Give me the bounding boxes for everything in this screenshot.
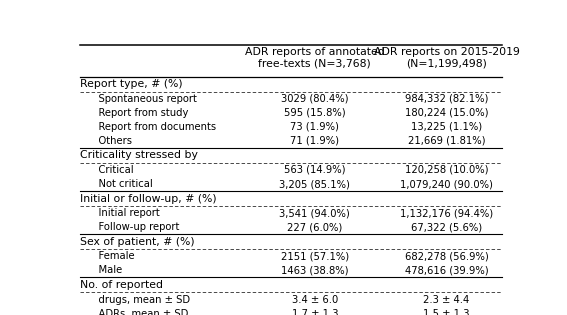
Text: 13,225 (1.1%): 13,225 (1.1%) [411, 122, 482, 132]
Text: Follow-up report: Follow-up report [86, 222, 180, 232]
Text: ADR reports of annotated: ADR reports of annotated [245, 47, 384, 57]
Text: 984,332 (82.1%): 984,332 (82.1%) [405, 94, 488, 104]
Text: Report from documents: Report from documents [86, 122, 217, 132]
Text: 2.3 ± 4.4: 2.3 ± 4.4 [424, 295, 469, 305]
Text: 1.7 ± 1.3: 1.7 ± 1.3 [291, 309, 338, 315]
Text: (N=1,199,498): (N=1,199,498) [406, 58, 487, 68]
Text: 1463 (38.8%): 1463 (38.8%) [281, 266, 349, 275]
Text: 3,541 (94.0%): 3,541 (94.0%) [280, 208, 350, 218]
Text: ADR reports on 2015-2019: ADR reports on 2015-2019 [374, 47, 519, 57]
Text: 478,616 (39.9%): 478,616 (39.9%) [405, 266, 488, 275]
Text: 21,669 (1.81%): 21,669 (1.81%) [408, 136, 485, 146]
Text: 67,322 (5.6%): 67,322 (5.6%) [411, 222, 482, 232]
Text: Initial or follow-up, # (%): Initial or follow-up, # (%) [79, 194, 216, 203]
Text: 180,224 (15.0%): 180,224 (15.0%) [405, 108, 488, 118]
Text: 3029 (80.4%): 3029 (80.4%) [281, 94, 349, 104]
Text: Female: Female [86, 251, 135, 261]
Text: Sex of patient, # (%): Sex of patient, # (%) [79, 237, 194, 247]
Text: 73 (1.9%): 73 (1.9%) [290, 122, 339, 132]
Text: 71 (1.9%): 71 (1.9%) [290, 136, 339, 146]
Text: 1,132,176 (94.4%): 1,132,176 (94.4%) [400, 208, 493, 218]
Text: Report type, # (%): Report type, # (%) [79, 79, 182, 89]
Text: 682,278 (56.9%): 682,278 (56.9%) [405, 251, 488, 261]
Text: 227 (6.0%): 227 (6.0%) [287, 222, 342, 232]
Text: 1.5 ± 1.3: 1.5 ± 1.3 [424, 309, 470, 315]
Text: Not critical: Not critical [86, 179, 153, 189]
Text: Report from study: Report from study [86, 108, 189, 118]
Text: 595 (15.8%): 595 (15.8%) [284, 108, 345, 118]
Text: Initial report: Initial report [86, 208, 160, 218]
Text: drugs, mean ± SD: drugs, mean ± SD [86, 295, 191, 305]
Text: 2151 (57.1%): 2151 (57.1%) [281, 251, 349, 261]
Text: No. of reported: No. of reported [79, 280, 163, 290]
Text: 1,079,240 (90.0%): 1,079,240 (90.0%) [400, 179, 493, 189]
Text: free-texts (N=3,768): free-texts (N=3,768) [259, 58, 371, 68]
Text: 3,205 (85.1%): 3,205 (85.1%) [280, 179, 350, 189]
Text: 120,258 (10.0%): 120,258 (10.0%) [405, 165, 488, 175]
Text: 563 (14.9%): 563 (14.9%) [284, 165, 345, 175]
Text: Spontaneous report: Spontaneous report [86, 94, 197, 104]
Text: Critical: Critical [86, 165, 134, 175]
Text: Others: Others [86, 136, 132, 146]
Text: ADRs, mean ± SD: ADRs, mean ± SD [86, 309, 189, 315]
Text: Criticality stressed by: Criticality stressed by [79, 151, 197, 160]
Text: Male: Male [86, 266, 122, 275]
Text: 3.4 ± 6.0: 3.4 ± 6.0 [291, 295, 338, 305]
